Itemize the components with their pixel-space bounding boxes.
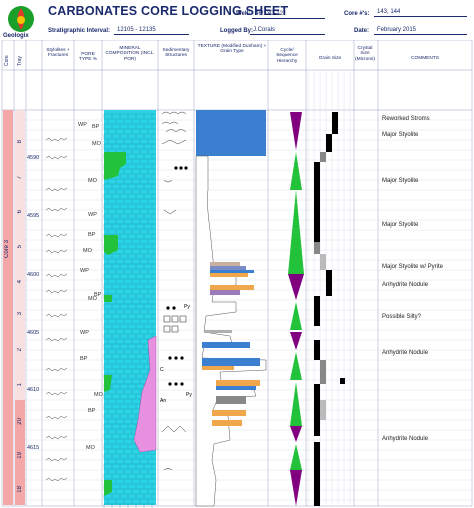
pore-type-code: MO: [94, 392, 103, 398]
tray-number: 19: [17, 452, 23, 459]
strat-label: Stratigraphic Interval:: [48, 28, 111, 34]
pore-type-code: WP: [80, 268, 89, 274]
pore-type-code: WP: [78, 122, 87, 128]
core-log-chart: [1, 40, 473, 508]
comment-text: Possible Silty?: [382, 314, 422, 320]
comment-text: Major Styolite: [382, 222, 419, 228]
tray-band: [15, 110, 25, 400]
geologix-logo-icon: [8, 6, 34, 32]
logged-by-value[interactable]: J.Corals: [250, 26, 325, 35]
logged-by-label: Logged By:: [220, 28, 253, 34]
tray-number: 6: [17, 210, 23, 214]
well-value[interactable]: 46/13D-12: [252, 10, 325, 19]
col-texture-header: TEXTURE (Modified Dunham) + Grain Type: [197, 44, 267, 55]
logo-label: Geologix: [3, 33, 29, 39]
dolomite-fill: [104, 152, 126, 496]
depth-label: 4605: [27, 330, 40, 336]
depth-label: 4610: [27, 387, 40, 393]
date-value[interactable]: February 2015: [374, 26, 467, 35]
tray-band-lower: [15, 400, 25, 505]
comment-text: Major Styolite: [382, 132, 419, 138]
tray-number: 20: [17, 418, 23, 425]
sed-symbol-c: C: [160, 367, 164, 373]
depth-label: 4590: [27, 155, 40, 161]
well-label: Well:: [236, 11, 251, 17]
col-cycle-header: Cycle/ Sequence Hierarchy: [276, 48, 298, 64]
tray-number: 2: [17, 348, 23, 352]
col-pore-header: PORE TYPE %: [78, 52, 98, 63]
stylolite-marks: [45, 137, 68, 482]
pore-type-code: MO: [86, 445, 95, 451]
tray-number: 3: [17, 312, 23, 316]
comment-text: Anhydrite Nodule: [382, 282, 429, 288]
depth-label: 4595: [27, 213, 40, 219]
sedimentary-dots: [166, 166, 188, 386]
comment-text: Major Styolite: [382, 178, 419, 184]
col-comments-header: COMMENTS: [411, 56, 439, 61]
pore-type-code: MO: [83, 248, 92, 254]
sed-symbol-py2: Py: [186, 392, 192, 398]
pore-type-code: BP: [80, 356, 88, 362]
sed-box-symbols: [163, 315, 187, 333]
page-title: CARBONATES CORE LOGGING SHEET: [48, 4, 289, 18]
comment-text: Major Styolite w/ Pyrite: [382, 264, 444, 270]
col-sedimentary-header: Sedimentary Structures: [162, 48, 190, 59]
tray-number: 5: [17, 245, 23, 249]
col-crystal-header: Crystal Size (Microns): [355, 46, 375, 62]
tray-number: 18: [17, 486, 23, 493]
depth-label: 4600: [27, 272, 40, 278]
comment-text: Anhydrite Nodule: [382, 436, 429, 442]
depth-label: 4615: [27, 445, 40, 451]
pore-type-code: BP: [94, 292, 102, 298]
pore-type-code: BP: [92, 124, 100, 130]
cycle-triangles: [288, 112, 304, 506]
sedimentary-marks: [161, 111, 187, 471]
pore-type-code: WP: [80, 330, 89, 336]
pore-type-code: MO: [92, 141, 101, 147]
core-no-label: Core #'s:: [344, 11, 370, 17]
anhydrite-fill: [133, 335, 157, 453]
tray-number: 7: [17, 176, 23, 180]
sed-symbol-an: An: [160, 398, 167, 404]
comment-text: Anhydrite Nodule: [382, 350, 429, 356]
pore-type-code: WP: [88, 212, 97, 218]
tray-number: 1: [17, 383, 23, 387]
pore-type-code: MO: [88, 296, 97, 302]
date-label: Date:: [354, 28, 370, 34]
tray-number: 4: [17, 280, 23, 284]
pore-type-code: BP: [88, 408, 96, 414]
core-no-value[interactable]: 143, 144: [374, 8, 467, 17]
strat-value[interactable]: 12105 - 12135: [114, 26, 189, 35]
col-mineral-header: MINERAL COMPOSITION (INCL. POR): [105, 46, 155, 62]
col-grain-size-header: Grain Size: [318, 56, 342, 61]
texture-profile: [195, 110, 267, 507]
comment-text: Reworked Stroms: [382, 116, 430, 122]
tray-number: 8: [17, 140, 23, 144]
sed-symbol-py: Py: [184, 304, 190, 310]
pore-type-code: BP: [88, 232, 96, 238]
grain-size-blocks: [314, 112, 345, 506]
pore-type-code: MO: [88, 178, 97, 184]
core-label: Core 3: [4, 240, 10, 259]
core-3-band: [3, 110, 13, 505]
col-stylolites-header: Stylolites + Fractures: [46, 48, 70, 59]
